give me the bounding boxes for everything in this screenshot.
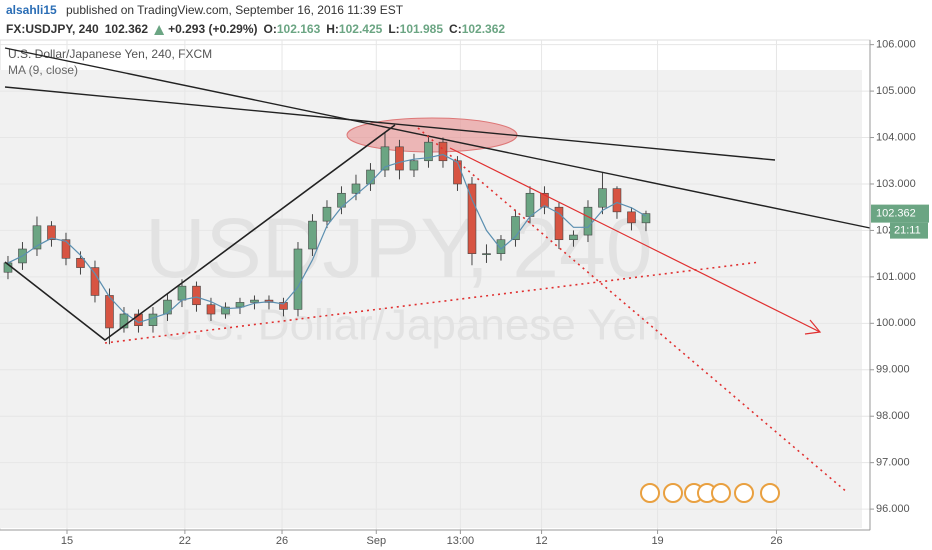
price-tag: [871, 204, 929, 223]
candle-body: [322, 206, 332, 222]
x-tick-label: 26: [770, 535, 782, 547]
ohlc-value: 102.163: [277, 22, 321, 36]
candle-body: [105, 295, 114, 329]
ohlc-key: O:: [264, 22, 277, 36]
candle-body: [148, 313, 158, 326]
candle-body: [163, 299, 172, 315]
candle-body: [293, 248, 303, 310]
candle-body: [540, 192, 549, 208]
ohlc-key: C:: [449, 22, 462, 36]
last-price: 102.362: [105, 22, 149, 36]
x-tick-label: 12: [535, 535, 547, 547]
user[interactable]: alsahli15: [6, 3, 57, 17]
x-tick-label: 13:00: [447, 535, 475, 547]
projection-line: [417, 127, 849, 494]
drawings: [4, 47, 871, 494]
y-tick-label: 103.000: [876, 178, 916, 190]
candles: [3, 132, 651, 345]
candle-body: [279, 302, 288, 310]
arrow-line: [449, 147, 821, 333]
grid: [0, 40, 870, 530]
legend: U.S. Dollar/Japanese Yen, 240, FXCM: [8, 47, 212, 61]
countdown-label: 21:11: [894, 225, 921, 237]
ohlc-value: 102.425: [339, 22, 383, 36]
ma-line: [7, 153, 647, 324]
ohlc-key: L:: [388, 22, 399, 36]
candle-body: [598, 188, 607, 208]
y-tick-label: 97.000: [876, 457, 910, 469]
candle-body: [482, 253, 491, 255]
candle-body: [76, 257, 85, 268]
candle-body: [525, 192, 535, 217]
event-icons: [640, 483, 780, 503]
up-arrow: [154, 25, 165, 35]
trendline: [4, 86, 776, 161]
candle-body: [496, 239, 506, 254]
y-tick-label: 101.000: [876, 271, 916, 283]
support-line: [104, 261, 761, 344]
ohlc-key: H:: [326, 22, 339, 36]
candle-body: [206, 304, 216, 315]
candle-body: [235, 302, 245, 308]
y-tick-label: 105.000: [876, 85, 916, 97]
indicator-legend: MA (9, close): [8, 63, 78, 77]
candle-body: [308, 220, 317, 250]
candle-body: [612, 188, 622, 213]
y-tick-label: 100.000: [876, 317, 916, 329]
x-tick-label: Sep: [366, 535, 386, 547]
candle-body: [409, 160, 419, 171]
y-tick-label: 98.000: [876, 410, 910, 422]
y-tick-label: 96.000: [876, 503, 910, 515]
candle-body: [569, 234, 578, 241]
candle-body: [583, 206, 593, 236]
price-tag-label: 102.362: [876, 208, 916, 220]
candle-body: [424, 141, 433, 162]
candle-body: [467, 183, 477, 254]
x-tick-label: 26: [276, 535, 288, 547]
candle-body: [177, 285, 187, 301]
candle-body: [438, 141, 448, 162]
candle-body: [395, 146, 404, 171]
symbol-line: FX:USDJPY, 240 102.362 +0.293 (+0.29%) O: 10…: [6, 22, 505, 36]
trendline: [4, 47, 871, 229]
candle-body: [47, 225, 56, 241]
candle-body: [627, 211, 636, 224]
candle-body: [351, 183, 361, 194]
y-tick-label: 106.000: [876, 39, 916, 51]
symbol: FX:USDJPY, 240: [6, 22, 99, 36]
candle-body: [554, 206, 564, 241]
candle-body: [119, 313, 129, 329]
candle-body: [90, 267, 100, 296]
change: +0.293 (+0.29%): [168, 22, 257, 36]
x-tick-label: 15: [61, 535, 73, 547]
published: published on TradingView.com, September …: [66, 3, 404, 17]
candle-body: [366, 169, 375, 185]
candle-body: [511, 216, 520, 241]
y-tick-label: 99.000: [876, 364, 910, 376]
trendline: [4, 124, 396, 342]
ohlc-value: 102.362: [462, 22, 506, 36]
candle-body: [32, 225, 42, 250]
candle-body: [380, 146, 390, 171]
candle-body: [641, 213, 651, 224]
x-tick-label: 22: [179, 535, 191, 547]
candle-body: [192, 285, 201, 306]
price-axis: [870, 40, 932, 530]
countdown-tag: [890, 222, 928, 239]
ohlc-value: 101.985: [400, 22, 444, 36]
arrow-head: [804, 319, 822, 335]
x-tick-label: 19: [651, 535, 663, 547]
candle-body: [250, 299, 259, 303]
candle-body: [61, 239, 71, 259]
y-tick-label: 104.000: [876, 131, 916, 143]
watermark: USDJPY, 240: [145, 201, 652, 295]
candle-body: [221, 306, 230, 315]
